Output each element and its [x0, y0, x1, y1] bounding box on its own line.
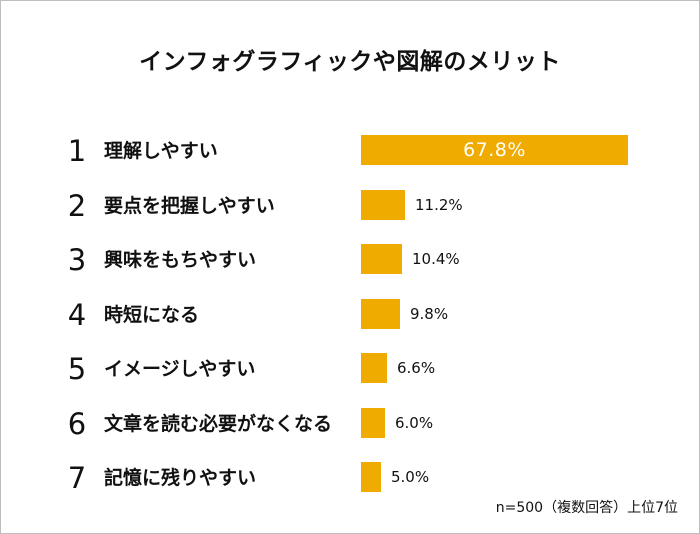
- rank-number: 4: [67, 298, 87, 332]
- category-label: 記憶に残りやすい: [104, 467, 257, 489]
- category-label: 文章を読む必要がなくなる: [104, 413, 333, 435]
- bar-row: 5 イメージしやすい 6.6%: [0, 353, 700, 385]
- rank-number: 5: [67, 352, 87, 386]
- value-label: 6.6%: [397, 359, 436, 377]
- bar-row: 4 時短になる 9.8%: [0, 299, 700, 331]
- bar: [361, 299, 400, 329]
- bar-row: 3 興味をもちやすい 10.4%: [0, 244, 700, 276]
- bar: [361, 190, 405, 220]
- rank-number: 6: [67, 407, 87, 441]
- value-label: 5.0%: [391, 468, 430, 486]
- category-label: 理解しやすい: [104, 140, 218, 162]
- bar: [361, 408, 385, 438]
- bar: [361, 244, 402, 274]
- bar: [361, 462, 381, 492]
- rank-number: 1: [67, 134, 87, 168]
- bar: [361, 353, 387, 383]
- category-label: 時短になる: [104, 304, 200, 326]
- bar: [361, 135, 628, 165]
- bar-row: 1 理解しやすい 67.8%: [0, 135, 700, 167]
- category-label: 興味をもちやすい: [104, 249, 257, 271]
- rank-number: 7: [67, 461, 87, 495]
- bar-row: 7 記憶に残りやすい 5.0%: [0, 462, 700, 494]
- value-label: 67.8%: [463, 139, 526, 161]
- value-label: 11.2%: [415, 196, 463, 214]
- bar-row: 6 文章を読む必要がなくなる 6.0%: [0, 408, 700, 440]
- value-label: 10.4%: [412, 250, 460, 268]
- category-label: 要点を把握しやすい: [104, 195, 275, 217]
- rank-number: 3: [67, 243, 87, 277]
- sample-note: n=500（複数回答）上位7位: [495, 500, 678, 516]
- category-label: イメージしやすい: [104, 358, 256, 380]
- value-label: 6.0%: [395, 414, 434, 432]
- chart-title: インフォグラフィックや図解のメリット: [139, 49, 561, 75]
- value-label: 9.8%: [410, 305, 449, 323]
- bar-row: 2 要点を把握しやすい 11.2%: [0, 190, 700, 222]
- rank-number: 2: [67, 189, 87, 223]
